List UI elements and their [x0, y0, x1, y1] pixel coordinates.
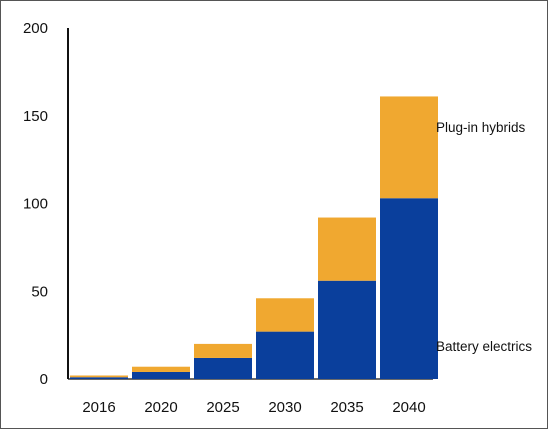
bar-segment-plug-in-hybrids-2025	[194, 343, 252, 358]
x-tick-label: 2016	[82, 399, 115, 416]
y-tick-label: 150	[23, 108, 48, 125]
bar-segment-plug-in-hybrids-2030	[256, 298, 314, 332]
y-tick-label: 100	[23, 196, 48, 213]
bar-segment-plug-in-hybrids-2040	[380, 96, 438, 199]
x-axis: 2016 2020 2025 2030 2035 2040	[68, 378, 433, 416]
x-tick-label: 2025	[206, 399, 239, 416]
bar-segment-battery-electrics-2035	[318, 280, 376, 379]
legend-label-battery-electrics: Battery electrics	[436, 339, 532, 354]
x-tick-label: 2030	[268, 399, 301, 416]
y-axis: 0 50 100 150 200	[23, 20, 69, 388]
y-tick-label: 50	[31, 283, 48, 300]
bar-segment-plug-in-hybrids-2020	[132, 366, 190, 372]
x-tick-label: 2040	[392, 399, 425, 416]
y-tick-label: 200	[23, 20, 48, 37]
bar-segment-battery-electrics-2040	[380, 198, 438, 379]
y-tick-label: 0	[40, 371, 48, 388]
bar-segment-battery-electrics-2020	[132, 371, 190, 379]
x-tick-label: 2020	[144, 399, 177, 416]
bar-segment-battery-electrics-2016	[70, 377, 128, 379]
bar-segment-battery-electrics-2030	[256, 331, 314, 379]
bar-segment-plug-in-hybrids-2035	[318, 217, 376, 281]
bar-segment-battery-electrics-2025	[194, 357, 252, 379]
legend: Battery electrics Plug-in hybrids	[436, 120, 532, 354]
bar-segment-plug-in-hybrids-2016	[70, 375, 128, 378]
legend-label-plug-in-hybrids: Plug-in hybrids	[436, 120, 526, 135]
x-tick-label: 2035	[330, 399, 363, 416]
bars	[70, 96, 438, 379]
